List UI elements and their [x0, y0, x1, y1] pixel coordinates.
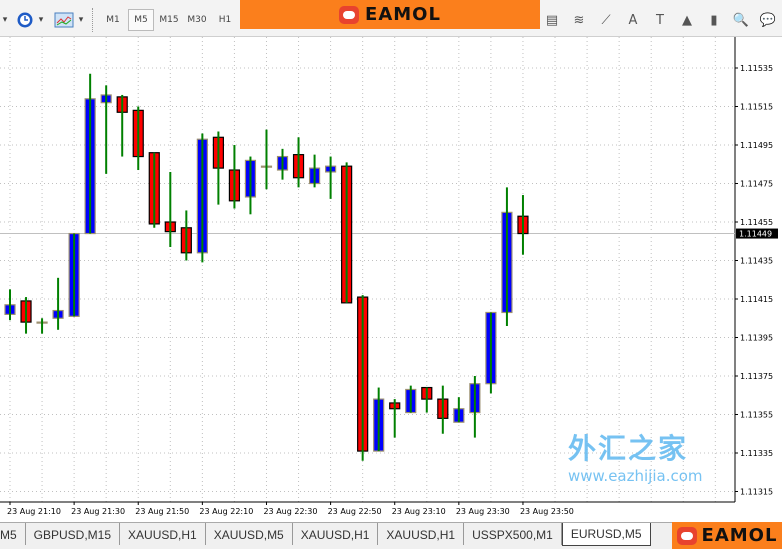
- candle: [405, 385, 417, 414]
- chart-tab[interactable]: XAUUSD,H1: [293, 523, 379, 545]
- y-tick-label: 1.11475: [740, 180, 773, 189]
- candle: [260, 129, 273, 190]
- x-tick-label: 23 Aug 23:50: [520, 507, 574, 516]
- chart-canvas[interactable]: 1.11535 1.11515 1.11495 1.11475 1.11455 1.114…: [0, 37, 782, 522]
- x-tick-label: 23 Aug 21:30: [71, 507, 125, 516]
- y-tick-label: 1.11435: [740, 257, 773, 266]
- toolbar: ▾ ▾ ▾ EAMOL M1 M5 M15 M30 H1 ▤ ≋ ⟋ A T ▲ ▮ 🔍 💬: [0, 0, 782, 37]
- candle: [244, 156, 257, 215]
- x-tick-label: 23 Aug 23:10: [392, 507, 446, 516]
- candle: [100, 85, 112, 174]
- grid-lines-icon[interactable]: ▤: [545, 12, 559, 28]
- chart-tabs: M5 GBPUSD,M15 XAUUSD,H1 XAUUSD,M5 XAUUSD,H1 X…: [0, 522, 672, 549]
- candle: [292, 137, 305, 188]
- candle: [212, 131, 224, 205]
- timeframe-m1-button[interactable]: M1: [106, 15, 120, 25]
- candle: [308, 154, 321, 188]
- candle: [357, 295, 369, 461]
- candle: [52, 277, 64, 330]
- chart-tab[interactable]: USSPX500,M1: [464, 523, 562, 545]
- timeframe-m15-button[interactable]: M15: [159, 15, 179, 25]
- candle: [485, 311, 497, 394]
- y-tick-label: 1.11515: [740, 103, 773, 112]
- y-tick-label: 1.11495: [740, 141, 773, 150]
- x-tick-label: 23 Aug 23:30: [456, 507, 510, 516]
- eamol-logo-text: EAMOL: [365, 4, 441, 25]
- eamol-logo-icon: [339, 5, 360, 24]
- chart-tab[interactable]: XAUUSD,H1: [378, 523, 465, 545]
- eamol-footer-logo: EAMOL: [672, 522, 782, 549]
- toolbar-separator: [92, 8, 94, 32]
- current-price-label: 1.11449: [739, 230, 772, 239]
- x-tick-label: 23 Aug 22:10: [199, 507, 253, 516]
- dropdown-arrow-icon[interactable]: ▾: [2, 15, 8, 25]
- candle: [501, 187, 513, 326]
- chart-tab[interactable]: XAUUSD,H1: [120, 523, 206, 545]
- arrow-up-icon[interactable]: ▲: [682, 12, 692, 28]
- comment-icon[interactable]: 💬: [759, 12, 777, 28]
- candle: [517, 195, 529, 255]
- candle: [325, 156, 337, 199]
- eamol-logo-text: EAMOL: [701, 525, 778, 546]
- candle: [84, 73, 96, 235]
- chart-tab[interactable]: M5: [0, 523, 26, 545]
- eamol-logo-icon: [676, 526, 697, 545]
- chart-template-icon[interactable]: [52, 9, 76, 31]
- candle: [453, 397, 465, 423]
- candle: [148, 152, 160, 228]
- text-icon[interactable]: A: [628, 12, 638, 28]
- pitchfork-icon[interactable]: ⟋: [601, 12, 611, 28]
- chart-tab[interactable]: GBPUSD,M15: [26, 523, 121, 545]
- y-tick-label: 1.11355: [740, 411, 773, 420]
- y-tick-label: 1.11335: [740, 449, 773, 458]
- text-label-icon[interactable]: T: [656, 12, 664, 28]
- candle: [36, 318, 48, 334]
- timeframe-m30-button[interactable]: M30: [187, 15, 207, 25]
- chart-tab[interactable]: EURUSD,M5: [561, 523, 651, 546]
- y-tick-label: 1.11415: [740, 295, 773, 304]
- candle: [132, 106, 144, 171]
- candle: [373, 387, 385, 452]
- y-tick-label: 1.11535: [740, 64, 773, 73]
- eamol-banner: EAMOL: [240, 0, 540, 29]
- x-tick-label: 23 Aug 22:50: [328, 507, 382, 516]
- current-price-badge: [736, 228, 778, 239]
- dropdown-arrow-icon[interactable]: ▾: [38, 15, 44, 25]
- candle: [469, 376, 481, 438]
- timeframe-m5-button[interactable]: M5: [128, 9, 154, 31]
- candle: [276, 148, 289, 180]
- y-tick-label: 1.11455: [740, 218, 773, 227]
- candle: [164, 171, 176, 248]
- candle: [180, 210, 192, 261]
- x-tick-label: 23 Aug 21:10: [7, 507, 61, 516]
- candle: [20, 297, 32, 334]
- candle: [68, 232, 80, 317]
- timeframe-h1-button[interactable]: H1: [218, 15, 232, 25]
- candle: [421, 386, 433, 413]
- candle: [228, 145, 241, 209]
- candle: [437, 385, 449, 434]
- price-chart[interactable]: 1.11535 1.11515 1.11495 1.11475 1.11455 1.114…: [0, 37, 782, 522]
- y-tick-label: 1.11395: [740, 334, 773, 343]
- dropdown-arrow-icon[interactable]: ▾: [78, 15, 84, 25]
- candle: [116, 94, 128, 157]
- rectangle-icon[interactable]: ▮: [710, 12, 718, 28]
- candle: [196, 133, 208, 263]
- x-tick-label: 23 Aug 22:30: [263, 507, 317, 516]
- chart-tab[interactable]: XAUUSD,M5: [206, 523, 293, 545]
- candle: [4, 289, 16, 321]
- x-tick-label: 23 Aug 21:50: [135, 507, 189, 516]
- y-tick-label: 1.11315: [740, 488, 773, 497]
- candle: [389, 399, 401, 438]
- y-tick-label: 1.11375: [740, 372, 773, 381]
- fibonacci-icon[interactable]: ≋: [573, 12, 585, 28]
- clock-icon[interactable]: [14, 9, 36, 31]
- zoom-icon[interactable]: 🔍: [732, 12, 750, 28]
- candle: [341, 162, 353, 304]
